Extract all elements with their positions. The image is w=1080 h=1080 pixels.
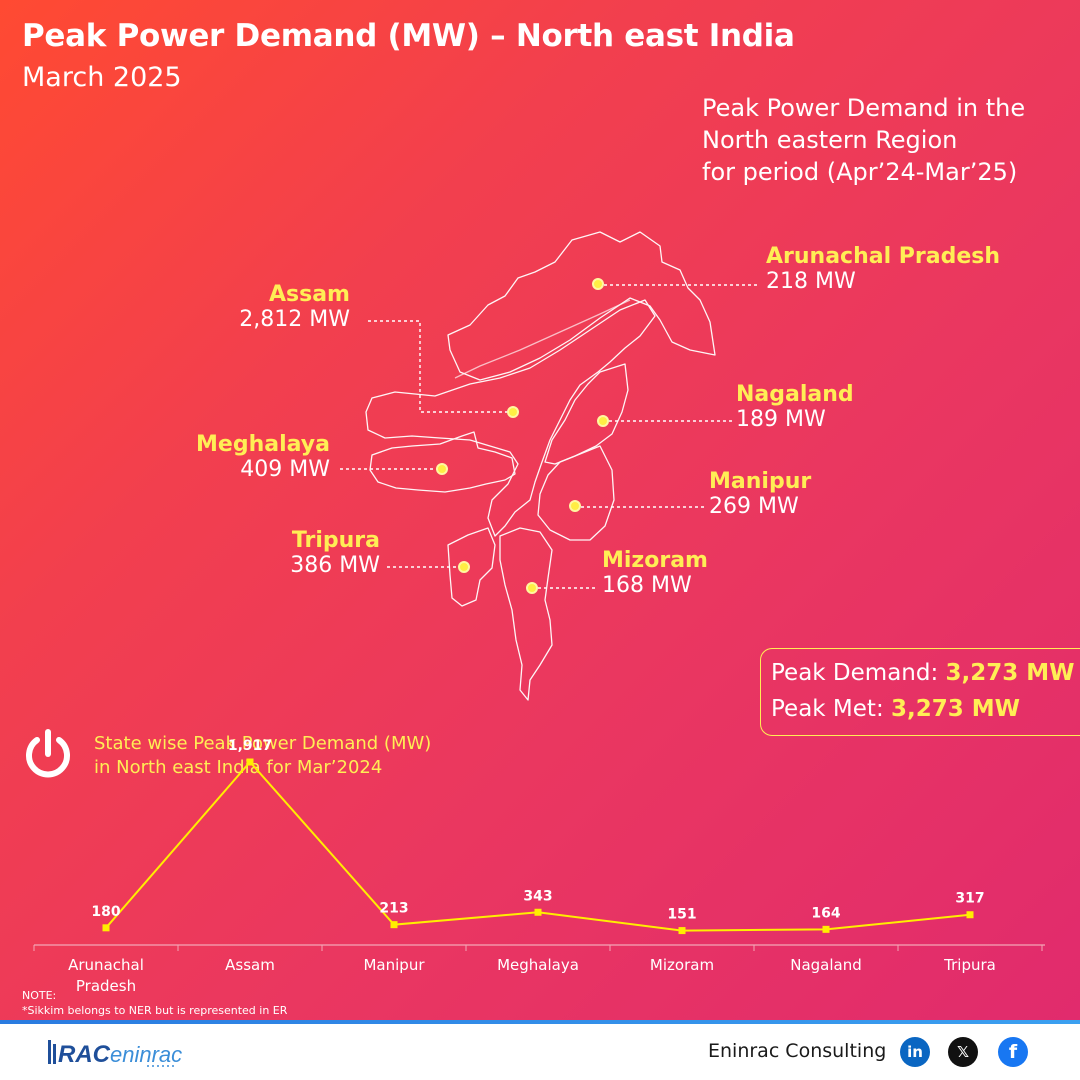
data-label: 213 [379,901,408,917]
data-point [246,758,254,766]
category-label: Pradesh [76,977,136,995]
peak-demand-value: 3,273 MW [945,660,1075,686]
region-note-line: North eastern Region [702,126,958,154]
map-mizoram [499,527,553,701]
data-point [822,925,830,933]
peak-met-label: Peak Met: [771,696,891,722]
peak-summary-box: Peak Demand: 3,273 MW Peak Met: 3,273 MW [760,648,1080,736]
map-tripura [447,527,496,607]
category-label: Arunachal [68,956,144,974]
marker-nagaland [597,415,609,427]
svg-text:RAC: RAC [58,1041,111,1068]
marker-assam [507,406,519,418]
data-label: 164 [811,905,840,921]
map-manipur [537,445,615,541]
chart-title-line: State wise Peak Power Demand (MW) [94,733,432,754]
state-name: Assam [269,282,350,307]
data-point [966,911,974,919]
leader-assam [368,320,512,413]
marker-tripura [458,561,470,573]
data-label: 1,917 [228,738,272,754]
marker-manipur [569,500,581,512]
category-label: Tripura [943,956,996,974]
page-subtitle: March 2025 [22,62,182,93]
state-value: 409 MW [240,457,330,482]
state-name: Meghalaya [196,432,330,457]
eninrac-logo: RAC eninrac [48,1040,182,1068]
label-manipur: Manipur 269 MW [709,469,811,519]
region-note: Peak Power Demand in the North eastern R… [702,92,1062,188]
map-arunachal-pradesh [447,231,716,381]
category-label: Manipur [363,956,425,974]
marker-meghalaya [436,463,448,475]
label-assam: Assam 2,812 MW [239,282,350,332]
data-label: 151 [667,907,696,923]
peak-met-row: Peak Met: 3,273 MW [771,691,1080,727]
marker-arunachal [592,278,604,290]
x-icon[interactable]: 𝕏 [948,1037,978,1067]
label-nagaland: Nagaland 189 MW [736,382,854,432]
category-label: Assam [225,956,275,974]
region-note-line: Peak Power Demand in the [702,94,1026,122]
state-name: Mizoram [602,548,708,573]
category-label: Meghalaya [497,956,579,974]
marker-mizoram [526,582,538,594]
data-label: 343 [523,888,552,904]
footer-divider [0,1020,1080,1024]
company-name: Eninrac Consulting [708,1040,887,1062]
chart-title-line: in North east India for Mar’2024 [94,757,383,778]
linkedin-icon[interactable]: in [900,1037,930,1067]
peak-demand-label: Peak Demand: [771,660,946,686]
label-arunachal-pradesh: Arunachal Pradesh 218 MW [766,244,1000,294]
state-value: 2,812 MW [239,307,350,332]
footnote: NOTE: *Sikkim belongs to NER but is repr… [22,988,287,1018]
chart-title: State wise Peak Power Demand (MW) in Nor… [94,732,431,780]
peak-met-value: 3,273 MW [891,696,1021,722]
map-assam-inner [454,299,631,379]
page-title: Peak Power Demand (MW) – North east Indi… [22,18,795,54]
map-meghalaya [369,431,516,493]
note-label: NOTE: [22,989,57,1002]
map-assam [365,299,656,537]
data-point [390,921,398,929]
svg-text:eninrac: eninrac [110,1042,182,1067]
category-label: Mizoram [650,956,714,974]
state-value: 386 MW [290,553,380,578]
state-value: 168 MW [602,573,692,598]
label-mizoram: Mizoram 168 MW [602,548,708,598]
state-value: 269 MW [709,494,799,519]
note-text: *Sikkim belongs to NER but is represente… [22,1004,288,1017]
data-point [102,924,110,932]
state-name: Nagaland [736,382,854,407]
facebook-icon[interactable]: f [998,1037,1028,1067]
data-label: 180 [91,904,120,920]
label-meghalaya: Meghalaya 409 MW [196,432,330,482]
data-point [678,927,686,935]
peak-demand-row: Peak Demand: 3,273 MW [771,655,1080,691]
data-point [534,908,542,916]
state-name: Arunachal Pradesh [766,244,1001,269]
footer: RAC eninrac Eninrac Consulting in 𝕏 f [0,1024,1080,1080]
state-value: 218 MW [766,269,856,294]
region-note-line: for period (Apr’24-Mar’25) [702,158,1018,186]
state-name: Tripura [291,528,380,553]
state-value: 189 MW [736,407,826,432]
category-label: Nagaland [790,956,862,974]
data-label: 317 [955,891,984,907]
power-icon [26,729,70,778]
label-tripura: Tripura 386 MW [290,528,380,578]
state-name: Manipur [709,469,812,494]
